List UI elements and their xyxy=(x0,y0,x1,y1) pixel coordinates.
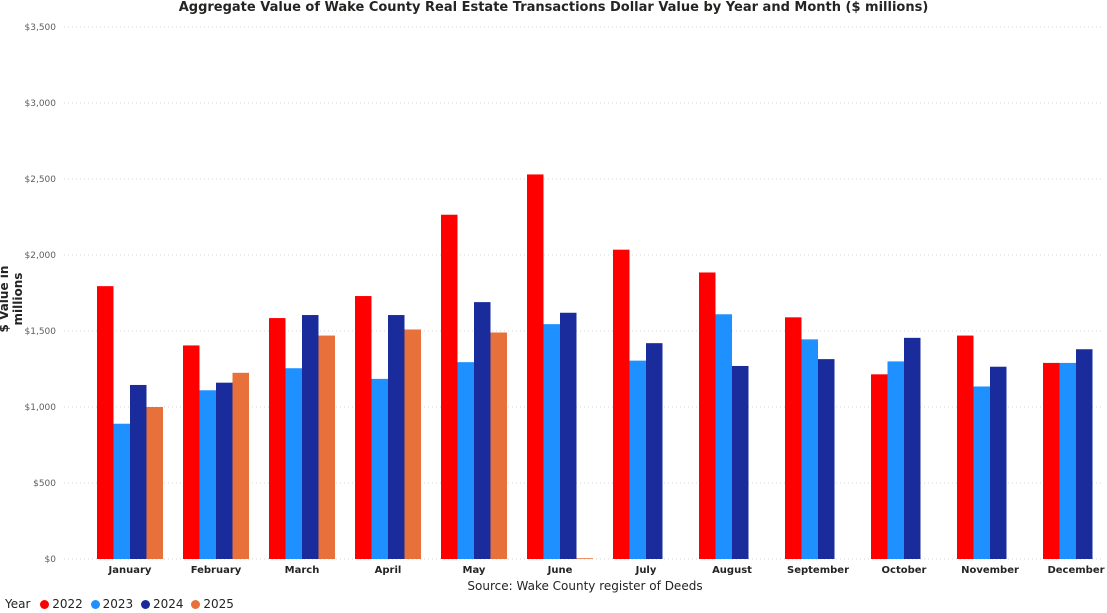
y-tick-label: $1,000 xyxy=(25,403,57,413)
bar-2025-january[interactable] xyxy=(146,407,164,559)
legend-title: Year xyxy=(5,597,31,611)
bar-2022-april[interactable] xyxy=(355,296,372,559)
bar-2025-may[interactable] xyxy=(490,332,508,559)
bar-2023-february[interactable] xyxy=(199,390,217,559)
bar-2024-january[interactable] xyxy=(130,384,147,559)
y-tick-label: $3,000 xyxy=(25,99,57,109)
bar-2023-october[interactable] xyxy=(887,361,905,559)
x-tick-label: June xyxy=(547,565,573,576)
bar-2023-may[interactable] xyxy=(457,362,475,559)
bar-2023-september[interactable] xyxy=(801,339,819,559)
bar-2023-november[interactable] xyxy=(973,386,991,559)
y-tick-label: $3,500 xyxy=(25,23,57,33)
bar-2022-may[interactable] xyxy=(441,214,458,559)
y-tick-label: $500 xyxy=(33,479,56,489)
bar-2024-june[interactable] xyxy=(560,312,577,559)
bar-2023-july[interactable] xyxy=(629,360,647,559)
legend-item-2025[interactable]: 2025 xyxy=(191,597,234,611)
bar-2022-february[interactable] xyxy=(183,345,200,559)
bar-2024-april[interactable] xyxy=(388,315,405,559)
bar-2023-august[interactable] xyxy=(715,314,733,559)
x-tick-label: February xyxy=(191,565,242,576)
bar-2023-march[interactable] xyxy=(285,368,303,559)
bar-2025-june[interactable] xyxy=(576,558,594,559)
x-axis-label: Source: Wake County register of Deeds xyxy=(467,579,703,593)
legend-marker xyxy=(191,600,201,609)
x-tick-label: October xyxy=(882,565,927,576)
bar-2023-june[interactable] xyxy=(543,324,561,559)
bar-2022-october[interactable] xyxy=(871,374,888,559)
bar-2022-january[interactable] xyxy=(97,286,114,559)
bar-2024-july[interactable] xyxy=(646,343,663,559)
legend-label: 2023 xyxy=(102,597,134,611)
bar-2025-february[interactable] xyxy=(232,372,250,559)
legend-marker xyxy=(90,600,100,609)
legend-item-2024[interactable]: 2024 xyxy=(140,597,184,611)
bar-2022-december[interactable] xyxy=(1043,362,1060,559)
legend-marker xyxy=(40,600,50,609)
y-tick-label: $1,500 xyxy=(25,327,57,337)
legend-item-2022[interactable]: 2022 xyxy=(40,597,83,611)
bar-2025-april[interactable] xyxy=(404,329,422,559)
y-tick-label: $2,500 xyxy=(25,175,57,185)
bar-2022-november[interactable] xyxy=(957,335,974,559)
bar-2024-february[interactable] xyxy=(216,382,233,559)
bar-2024-august[interactable] xyxy=(732,365,749,559)
bar-2024-september[interactable] xyxy=(818,359,835,559)
x-tick-label: May xyxy=(463,565,486,576)
legend-marker xyxy=(140,600,150,609)
chart-title: Aggregate Value of Wake County Real Esta… xyxy=(178,0,929,15)
x-tick-label: April xyxy=(375,565,402,576)
bar-2024-november[interactable] xyxy=(990,366,1007,559)
legend-label: 2025 xyxy=(203,597,234,611)
bar-2022-june[interactable] xyxy=(527,174,544,559)
x-tick-label: September xyxy=(787,565,849,576)
legend-label: 2022 xyxy=(52,597,83,611)
bar-2022-september[interactable] xyxy=(785,317,802,559)
x-tick-label: January xyxy=(108,565,152,576)
bar-2022-august[interactable] xyxy=(699,272,716,559)
bar-2025-march[interactable] xyxy=(318,335,336,559)
legend-item-2023[interactable]: 2023 xyxy=(90,597,134,611)
legend-label: 2024 xyxy=(152,597,184,611)
x-tick-label: November xyxy=(961,565,1019,576)
y-tick-label: $2,000 xyxy=(25,251,57,261)
bar-2023-april[interactable] xyxy=(371,378,389,559)
x-tick-label: July xyxy=(635,565,657,576)
bar-2022-march[interactable] xyxy=(269,318,286,559)
bar-2023-december[interactable] xyxy=(1059,362,1077,559)
bar-2023-january[interactable] xyxy=(113,423,131,559)
x-tick-label: December xyxy=(1047,565,1104,576)
bar-2024-december[interactable] xyxy=(1076,349,1093,559)
bar-2024-march[interactable] xyxy=(302,315,319,559)
legend: Year 2022 2023 2024 2025 xyxy=(5,597,238,611)
x-tick-label: March xyxy=(285,565,320,576)
y-tick-label: $0 xyxy=(45,555,57,565)
bar-2022-july[interactable] xyxy=(613,249,630,559)
bar-2024-may[interactable] xyxy=(474,302,491,559)
bar-2024-october[interactable] xyxy=(904,337,921,559)
x-tick-label: August xyxy=(712,565,752,576)
